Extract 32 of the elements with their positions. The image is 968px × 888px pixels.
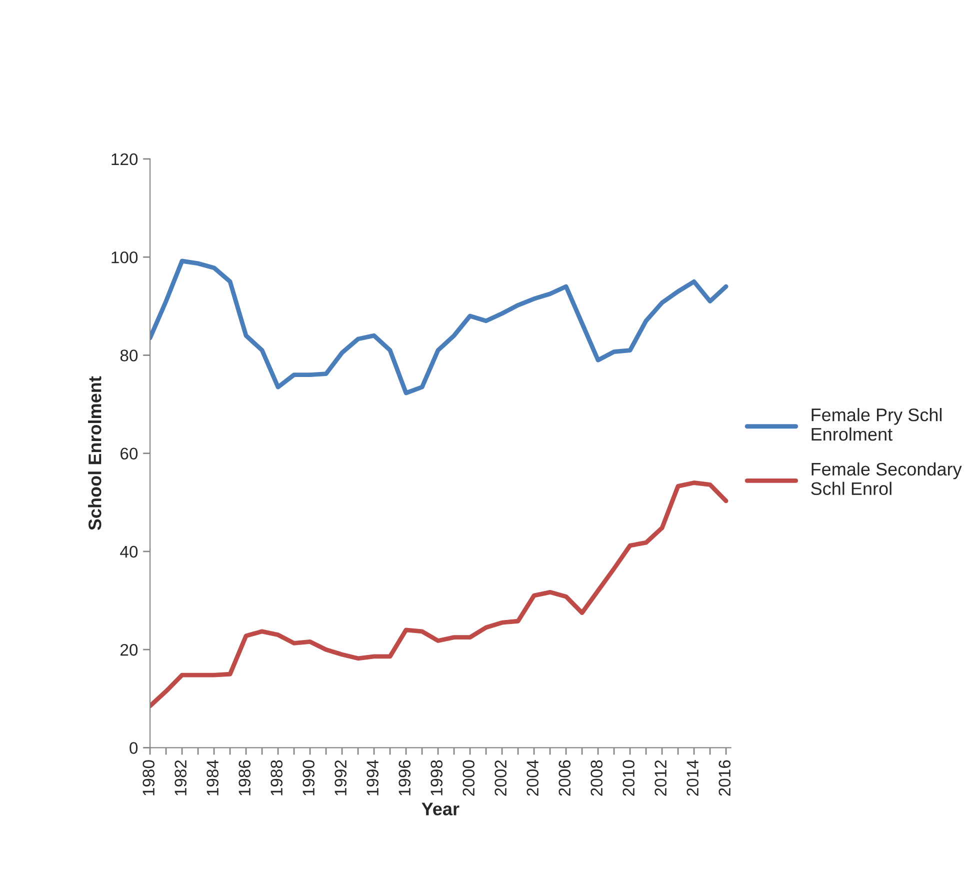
x-tick-label: 2008 bbox=[590, 760, 603, 796]
x-tick-label: 2000 bbox=[462, 760, 475, 796]
x-tick-label: 1982 bbox=[174, 760, 187, 796]
y-axis-title: School Enrolment bbox=[88, 376, 102, 530]
x-tick-label: 1980 bbox=[142, 760, 155, 796]
line-series bbox=[150, 258, 728, 396]
x-tick-label: 2002 bbox=[494, 760, 507, 796]
x-tick-label: 2012 bbox=[654, 760, 667, 796]
x-tick-label: 2010 bbox=[622, 760, 635, 796]
x-tick-label: 1986 bbox=[238, 760, 251, 796]
y-tick-label: 100 bbox=[112, 251, 138, 264]
line-series bbox=[150, 480, 728, 708]
x-tick-label: 1996 bbox=[398, 760, 411, 796]
x-tick-label: 2006 bbox=[558, 760, 571, 796]
x-tick-label: 1990 bbox=[302, 760, 315, 796]
x-tick-label: 2016 bbox=[718, 760, 731, 796]
y-tick-label: 20 bbox=[120, 644, 138, 656]
x-tick-label: 1988 bbox=[270, 760, 283, 796]
x-tick-label: 1992 bbox=[334, 760, 347, 796]
y-tick-label: 80 bbox=[120, 350, 138, 362]
x-tick-label: 1994 bbox=[366, 760, 379, 796]
y-tick-label: 60 bbox=[120, 448, 138, 460]
x-axis-title: Year bbox=[422, 802, 460, 816]
x-tick-label: 2004 bbox=[526, 760, 539, 796]
x-tick-label: 2014 bbox=[686, 760, 699, 796]
y-tick-label: 40 bbox=[120, 546, 138, 558]
legend-label: Female Secondary Schl Enrol bbox=[811, 462, 962, 496]
x-tick-label: 1998 bbox=[430, 760, 443, 796]
x-tick-label: 1984 bbox=[206, 760, 219, 796]
y-tick-label: 120 bbox=[112, 153, 138, 166]
y-tick-label: 0 bbox=[130, 742, 138, 754]
legend-label: Female Pry Schl Enrolment bbox=[812, 408, 942, 441]
